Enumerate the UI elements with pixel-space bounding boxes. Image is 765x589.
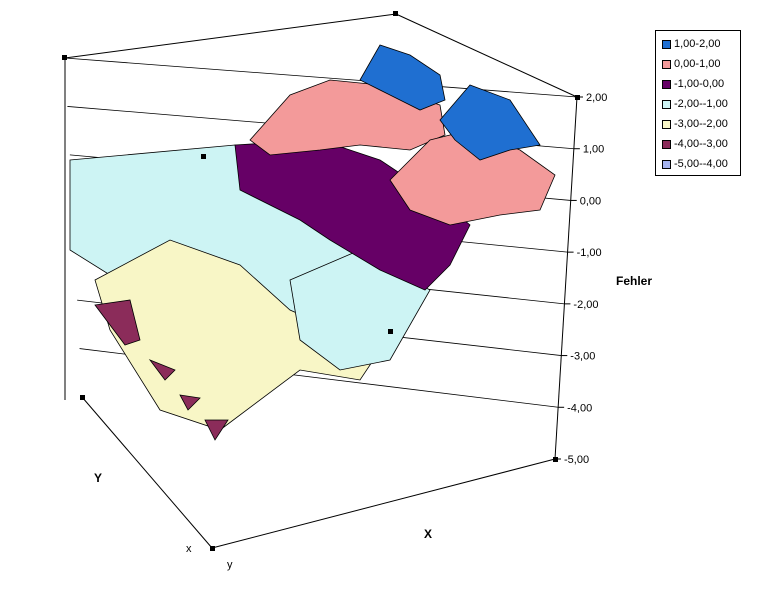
frame-right-vertical bbox=[554, 96, 578, 460]
legend-label: -4,00--3,00 bbox=[674, 138, 728, 150]
legend-entry: 1,00-2,00 bbox=[662, 35, 720, 53]
chart-legend: 1,00-2,00 0,00-1,00 -1,00-0,00 -2,00--1,00 -… bbox=[655, 30, 741, 176]
legend-label: -3,00--2,00 bbox=[674, 118, 728, 130]
z-tick-label: -5,00 bbox=[564, 454, 589, 466]
legend-swatch bbox=[662, 99, 671, 109]
surface-plot bbox=[69, 44, 556, 441]
y-axis-title: Y bbox=[94, 471, 102, 485]
z-tick-label: -4,00 bbox=[567, 402, 592, 414]
legend-swatch bbox=[662, 159, 671, 169]
corner-handles bbox=[62, 11, 580, 551]
legend-swatch bbox=[662, 59, 671, 69]
z-tick-label: -1,00 bbox=[577, 247, 602, 259]
frame-bottom-right bbox=[211, 458, 556, 549]
chart-frame bbox=[64, 13, 578, 549]
surface-patch bbox=[359, 44, 446, 111]
surface-patch bbox=[389, 129, 556, 226]
z-axis-title: Fehler bbox=[616, 274, 652, 288]
surface-patch bbox=[94, 299, 141, 346]
surface-patch bbox=[148, 359, 176, 381]
handle[interactable] bbox=[201, 154, 206, 159]
z-tick-label: -3,00 bbox=[570, 351, 595, 363]
frame-bottom-left bbox=[81, 396, 213, 549]
x-axis-tick-label: y bbox=[227, 559, 233, 571]
handle[interactable] bbox=[388, 329, 393, 334]
handle[interactable] bbox=[210, 546, 215, 551]
surface-patch bbox=[249, 79, 446, 156]
handle[interactable] bbox=[393, 11, 398, 16]
z-tick-label: 0,00 bbox=[580, 195, 601, 207]
x-axis-title: X bbox=[424, 527, 432, 541]
legend-label: 0,00-1,00 bbox=[674, 58, 721, 70]
legend-swatch bbox=[662, 39, 671, 49]
handle[interactable] bbox=[553, 457, 558, 462]
legend-entry: -4,00--3,00 bbox=[662, 135, 728, 153]
frame-top-back-left bbox=[64, 13, 397, 59]
y-axis-tick-label: x bbox=[186, 543, 192, 555]
handle[interactable] bbox=[575, 95, 580, 100]
surface-patch bbox=[234, 139, 471, 291]
handle[interactable] bbox=[80, 395, 85, 400]
frame-top-back-right bbox=[395, 13, 578, 98]
legend-entry: -5,00--4,00 bbox=[662, 155, 728, 173]
legend-entry: -2,00--1,00 bbox=[662, 95, 728, 113]
legend-label: -5,00--4,00 bbox=[674, 158, 728, 170]
gridline bbox=[64, 57, 578, 98]
surface-patch bbox=[204, 419, 229, 441]
handle[interactable] bbox=[62, 55, 67, 60]
legend-label: 1,00-2,00 bbox=[674, 38, 721, 50]
legend-entry: 0,00-1,00 bbox=[662, 55, 720, 73]
z-tick-label: -2,00 bbox=[573, 299, 598, 311]
z-tick-label: 1,00 bbox=[583, 144, 604, 156]
legend-swatch bbox=[662, 79, 671, 89]
z-tick-label: 2,00 bbox=[586, 92, 607, 104]
surface-patch bbox=[179, 394, 201, 411]
legend-label: -1,00-0,00 bbox=[674, 78, 725, 90]
legend-swatch bbox=[662, 139, 671, 149]
legend-swatch bbox=[662, 119, 671, 129]
surface-patch bbox=[439, 84, 541, 161]
surface-patch bbox=[94, 239, 381, 431]
legend-label: -2,00--1,00 bbox=[674, 98, 728, 110]
legend-entry: -3,00--2,00 bbox=[662, 115, 728, 133]
legend-entry: -1,00-0,00 bbox=[662, 75, 724, 93]
